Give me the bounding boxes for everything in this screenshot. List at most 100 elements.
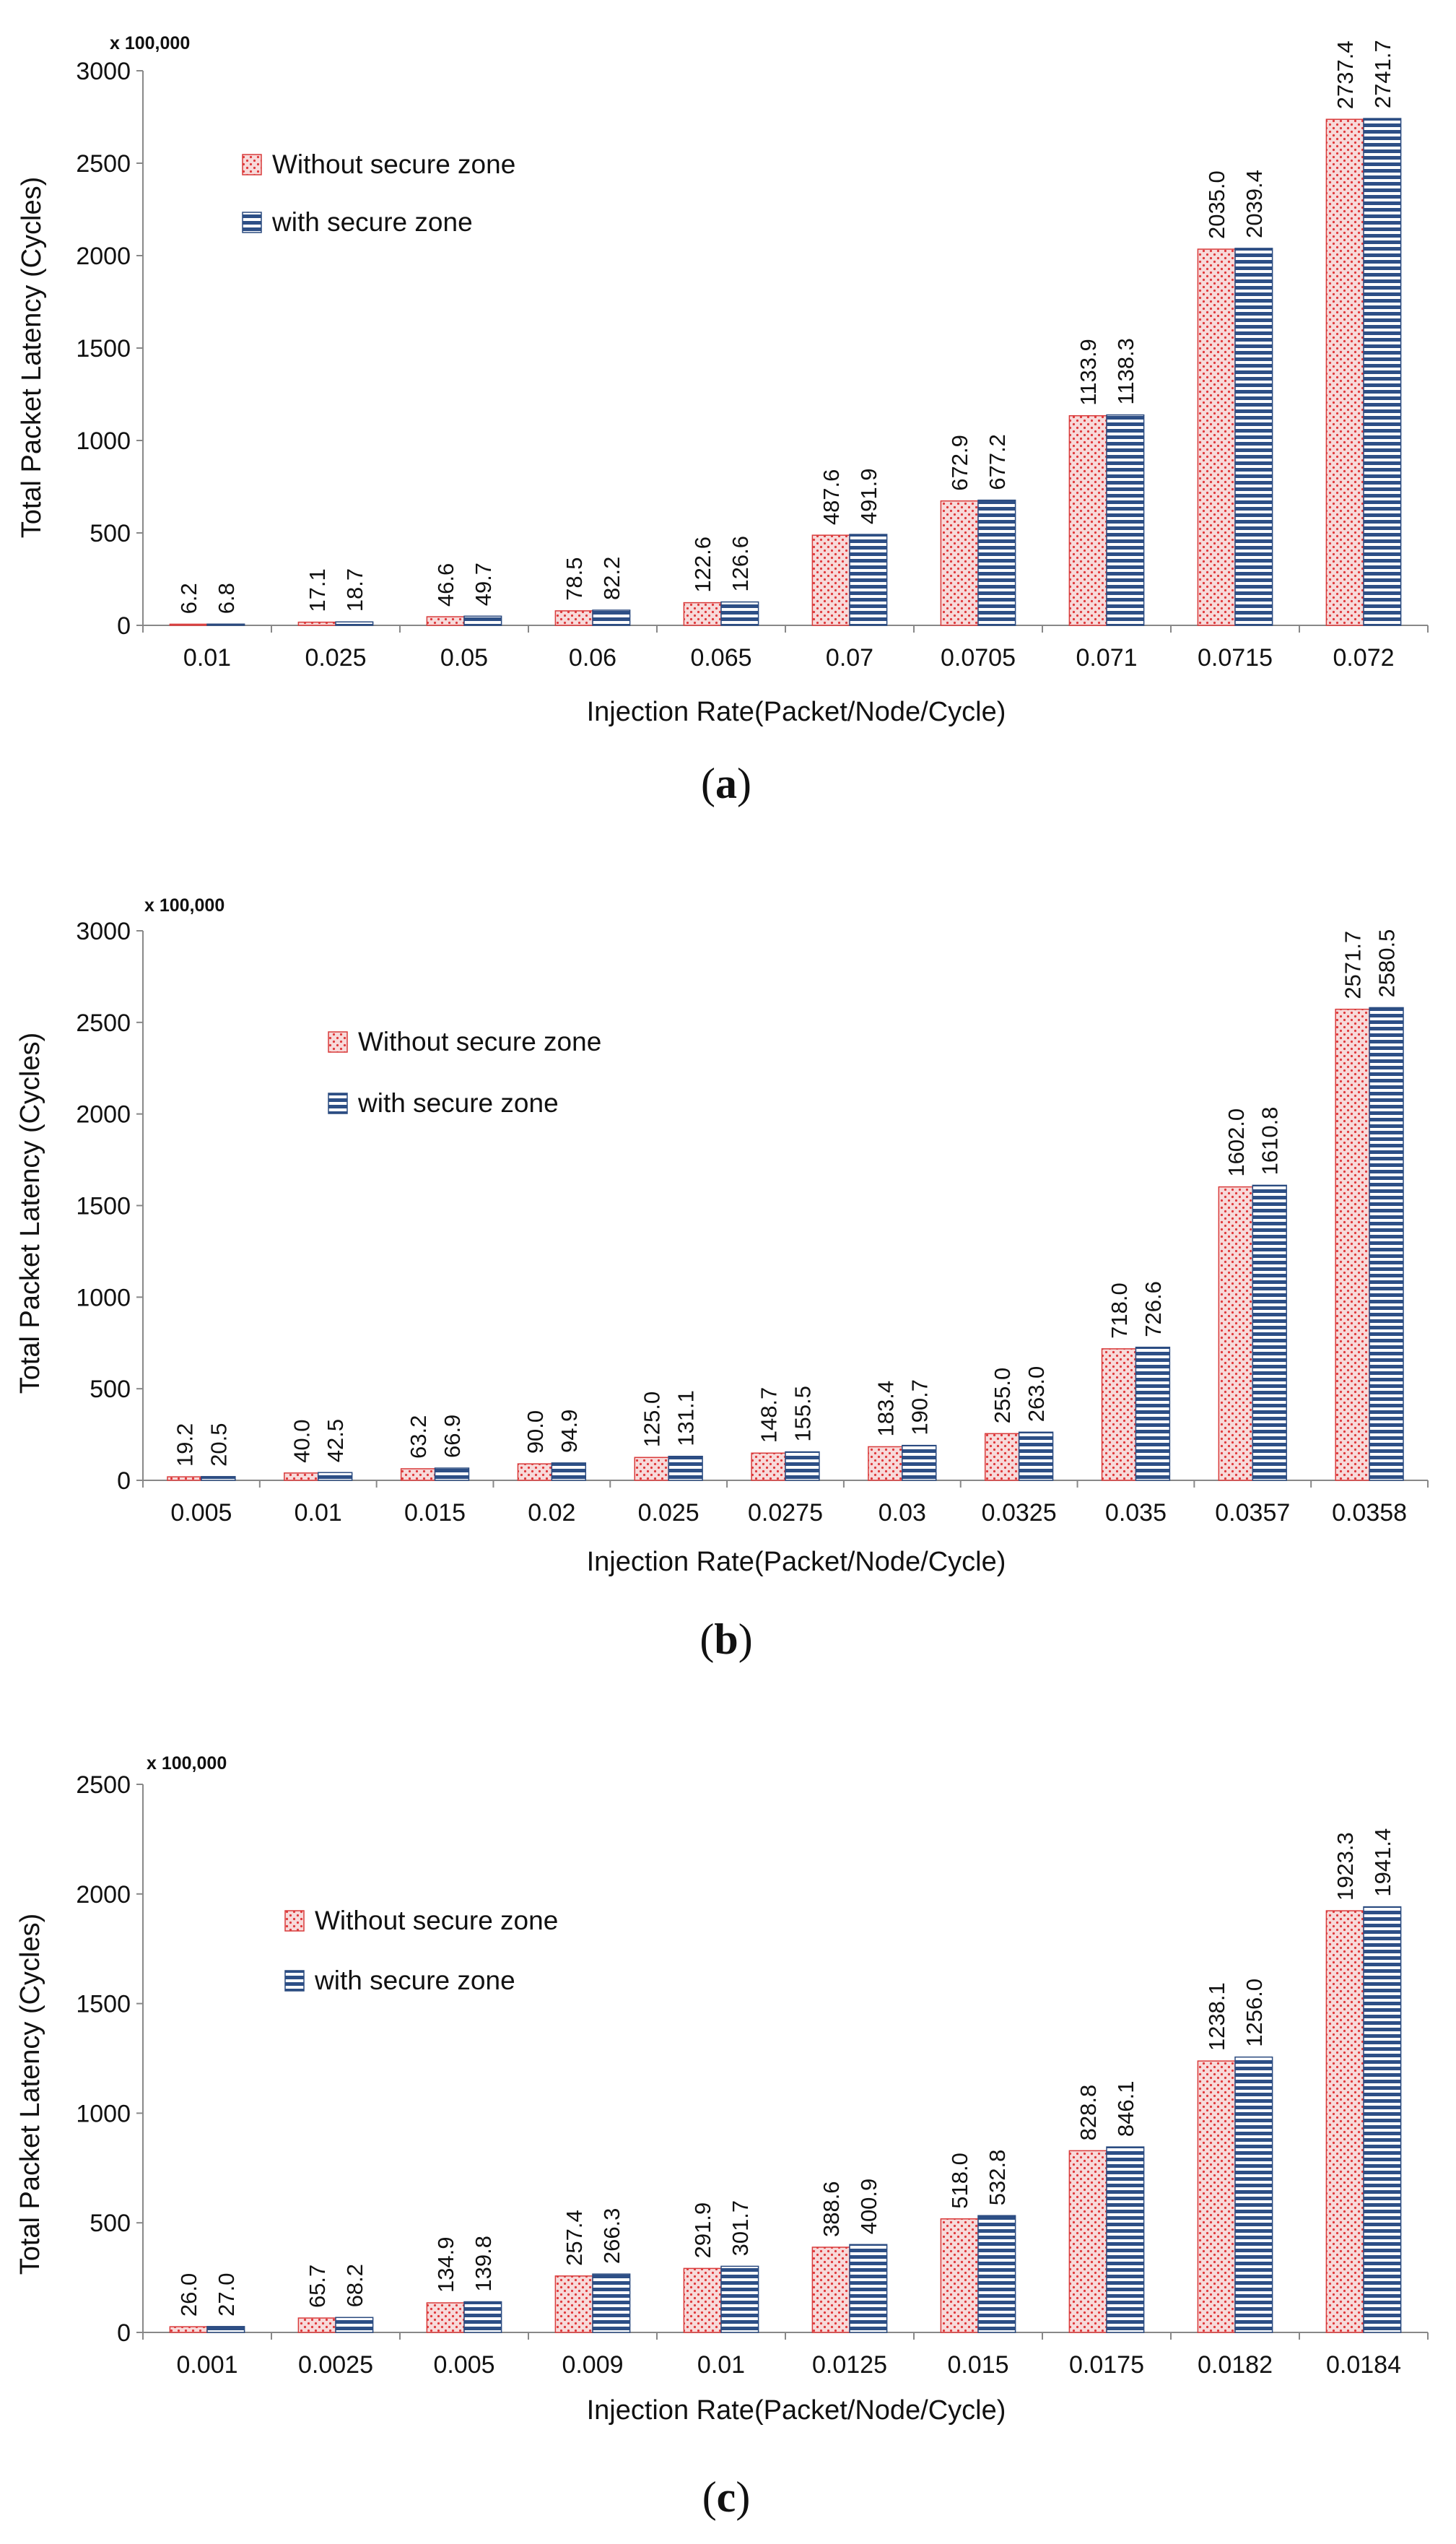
y-tick-label: 1000 <box>76 2100 131 2127</box>
bar-value-label: 1138.3 <box>1113 338 1138 405</box>
bar-without-secure-zone <box>517 1463 553 1481</box>
x-tick-label: 0.0715 <box>1198 644 1273 672</box>
y-tick-label: 0 <box>117 1467 131 1495</box>
bar-with-secure-zone <box>720 601 759 626</box>
bar-without-secure-zone <box>1218 1186 1254 1481</box>
bar-value-label: 263.0 <box>1024 1366 1049 1423</box>
bar-without-secure-zone <box>297 2317 336 2333</box>
y-tick-label: 1500 <box>76 1193 131 1220</box>
bar-value-label: 90.0 <box>523 1410 548 1454</box>
bar-with-secure-zone <box>206 2326 245 2333</box>
bar-value-label: 18.7 <box>342 568 367 612</box>
x-tick-label: 0.07 <box>826 644 873 672</box>
legend-swatch-without <box>284 1910 305 1932</box>
bar-value-label: 2035.0 <box>1204 170 1229 239</box>
bar-value-label: 40.0 <box>289 1420 314 1463</box>
bar-value-label: 1923.3 <box>1333 1832 1358 1901</box>
bar-with-secure-zone <box>1234 2056 1273 2333</box>
plot-area: 0 500 1000 1500 2000 2500 3000 0.01 6.2 6.8 0.025 1… <box>76 40 1429 672</box>
bar-with-secure-zone <box>849 2244 888 2333</box>
x-tick-label: 0.025 <box>638 1499 699 1527</box>
legend: Without secure zone with secure zone <box>328 1027 601 1118</box>
bar-without-secure-zone <box>167 1476 202 1481</box>
bar-value-label: 125.0 <box>640 1392 665 1448</box>
bar-without-secure-zone <box>169 623 208 626</box>
y-tick-label: 3000 <box>76 58 131 85</box>
bar-with-secure-zone <box>463 615 502 626</box>
x-tick-label: 0.005 <box>433 2351 494 2379</box>
y-axis-title: Total Packet Latency (Cycles) <box>17 177 47 539</box>
x-tick-label: 0.0125 <box>812 2351 887 2379</box>
bar-value-label: 65.7 <box>305 2265 330 2308</box>
bar-value-label: 19.2 <box>172 1423 197 1467</box>
bar-with-secure-zone <box>206 623 245 626</box>
legend-swatch-with <box>284 1970 305 1992</box>
unit-label: x 100,000 <box>144 895 224 916</box>
bar-without-secure-zone <box>169 2326 208 2333</box>
bar-value-label: 2039.4 <box>1242 170 1267 238</box>
bar-value-label: 291.9 <box>690 2202 715 2259</box>
unit-label: x 100,000 <box>147 1753 227 1774</box>
bar-value-label: 6.2 <box>176 583 201 614</box>
plot-area: 0 500 1000 1500 2000 2500 0.001 26.0 27.0 0.0025 6… <box>76 1771 1429 2379</box>
x-tick-label: 0.015 <box>947 2351 1008 2379</box>
y-tick-label: 2500 <box>76 1010 131 1037</box>
bar-value-label: 190.7 <box>907 1379 932 1436</box>
bar-without-secure-zone <box>297 621 336 626</box>
bar-value-label: 2741.7 <box>1370 40 1395 108</box>
bar-value-label: 49.7 <box>471 563 496 606</box>
caption-letter: b <box>714 1615 738 1663</box>
bar-without-secure-zone <box>984 1433 1020 1481</box>
y-tick-label: 1000 <box>76 1284 131 1311</box>
bar-with-secure-zone <box>1369 1007 1404 1481</box>
y-axis-title: Total Packet Latency (Cycles) <box>15 1914 45 2275</box>
caption-open: ( <box>702 2473 717 2521</box>
y-tick-label: 2500 <box>76 1771 131 1799</box>
bar-without-secure-zone <box>284 1472 319 1481</box>
x-tick-label: 0.01 <box>697 2351 745 2379</box>
bar-with-secure-zone <box>668 1455 703 1481</box>
bar-with-secure-zone <box>977 499 1016 626</box>
y-axis-title: Total Packet Latency (Cycles) <box>15 1033 45 1394</box>
bar-with-secure-zone <box>434 1467 470 1481</box>
x-tick-label: 0.0705 <box>941 644 1016 672</box>
x-axis-title: Injection Rate(Packet/Node/Cycle) <box>587 697 1006 727</box>
bar-with-secure-zone <box>463 2301 502 2333</box>
bar-value-label: 122.6 <box>690 537 715 593</box>
bar-value-label: 26.0 <box>176 2273 201 2317</box>
x-tick-label: 0.0182 <box>1198 2351 1273 2379</box>
bar-with-secure-zone <box>720 2265 759 2333</box>
bar-with-secure-zone <box>1018 1431 1054 1481</box>
bar-value-label: 257.4 <box>562 2210 587 2266</box>
bar-value-label: 20.5 <box>206 1423 231 1466</box>
bar-without-secure-zone <box>426 2302 465 2333</box>
y-tick-label: 1500 <box>76 335 131 363</box>
x-tick-label: 0.035 <box>1105 1499 1167 1527</box>
legend-swatch-with <box>328 1093 348 1114</box>
x-tick-label: 0.005 <box>170 1499 232 1527</box>
bar-without-secure-zone <box>1101 1348 1137 1481</box>
bar-with-secure-zone <box>1106 2146 1145 2333</box>
bar-value-label: 301.7 <box>728 2200 753 2257</box>
x-tick-label: 0.0358 <box>1332 1499 1407 1527</box>
x-tick-label: 0.0275 <box>748 1499 823 1527</box>
bar-value-label: 1238.1 <box>1204 1982 1229 2051</box>
bar-value-label: 2571.7 <box>1341 931 1366 999</box>
bar-with-secure-zone <box>785 1451 820 1481</box>
bar-value-label: 155.5 <box>790 1386 815 1442</box>
caption: (c) <box>702 2473 751 2521</box>
bar-value-label: 78.5 <box>562 557 587 601</box>
x-tick-label: 0.072 <box>1333 644 1394 672</box>
y-tick-label: 1500 <box>76 1991 131 2018</box>
x-tick-label: 0.071 <box>1076 644 1137 672</box>
bar-value-label: 63.2 <box>406 1415 431 1459</box>
caption: (b) <box>699 1615 752 1663</box>
bar-value-label: 94.9 <box>557 1410 582 1453</box>
x-axis-title: Injection Rate(Packet/Node/Cycle) <box>587 1547 1006 1577</box>
legend-label-without: Without secure zone <box>272 149 515 179</box>
bar-without-secure-zone <box>751 1452 786 1481</box>
chart-panel-c: x 100,000 Total Packet Latency (Cycles) … <box>15 1753 1429 2521</box>
legend: Without secure zone with secure zone <box>242 149 515 237</box>
bar-value-label: 139.8 <box>471 2236 496 2292</box>
bar-value-label: 148.7 <box>757 1387 782 1444</box>
